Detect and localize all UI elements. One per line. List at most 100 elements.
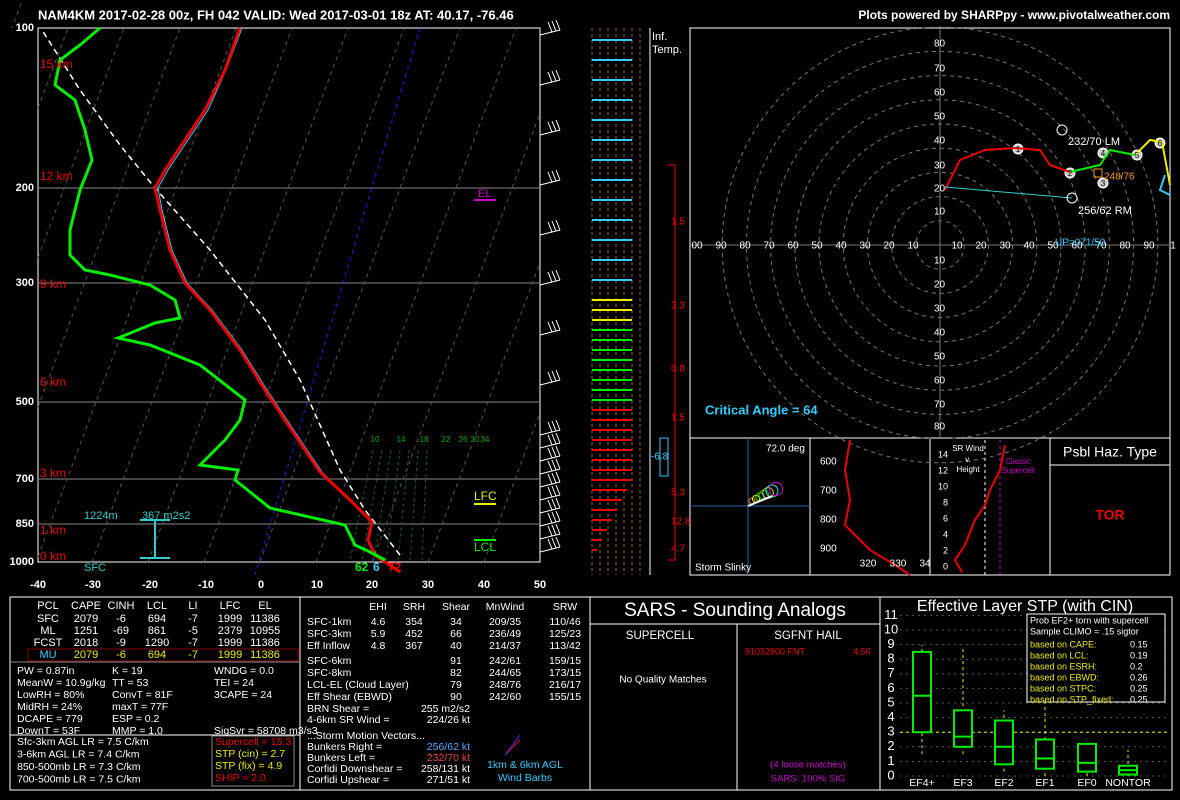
wind-barb bbox=[547, 512, 553, 524]
inferred-trace bbox=[668, 164, 676, 561]
wind-barb bbox=[551, 472, 557, 484]
label: 2 bbox=[1068, 169, 1073, 178]
label: 11 bbox=[884, 607, 898, 622]
label: 0 bbox=[258, 579, 264, 591]
label: 10955 bbox=[250, 625, 281, 637]
label: LowRH = 80% bbox=[17, 689, 84, 701]
label: 320 bbox=[860, 559, 877, 570]
label: PW = 0.87in bbox=[17, 665, 75, 677]
label: 0 bbox=[943, 561, 948, 571]
label: LI bbox=[188, 600, 197, 612]
label: TEI = 24 bbox=[214, 677, 254, 689]
wind-barb bbox=[547, 525, 553, 537]
label: 82 bbox=[450, 667, 462, 679]
label: 30 bbox=[471, 435, 480, 444]
label: SGFNT HAIL bbox=[774, 630, 842, 642]
isotherm bbox=[37, 27, 125, 258]
label: 70 bbox=[763, 241, 775, 252]
label: 50 bbox=[534, 579, 546, 591]
wind-barb bbox=[555, 19, 561, 31]
label: 6 bbox=[943, 513, 948, 523]
wind-barb bbox=[547, 171, 553, 183]
wind-barb bbox=[555, 484, 561, 496]
label: 6 bbox=[373, 560, 380, 574]
label: Critical Angle = 64 bbox=[705, 402, 818, 417]
label: 8 bbox=[887, 651, 894, 666]
label: 1999 bbox=[218, 637, 242, 649]
wind-barb bbox=[547, 371, 553, 383]
rm-marker bbox=[1066, 192, 1078, 204]
label: (4 loose matches) bbox=[770, 760, 846, 771]
label: 91 bbox=[450, 655, 462, 667]
label: 2 bbox=[943, 545, 948, 555]
label: 40 bbox=[835, 241, 847, 252]
sr-trace bbox=[953, 444, 1006, 573]
label: 9 km bbox=[40, 277, 66, 291]
wind-barb bbox=[547, 538, 553, 550]
label: MnWind bbox=[486, 601, 525, 613]
wind-barb bbox=[539, 179, 561, 186]
label: SARS - Sounding Analogs bbox=[624, 600, 846, 621]
label: -9 bbox=[116, 637, 126, 649]
wind-barb bbox=[555, 369, 561, 381]
wind-barb bbox=[539, 379, 561, 386]
label: 12 km bbox=[40, 169, 73, 183]
isotherm bbox=[37, 27, 237, 557]
inflow-vector bbox=[944, 186, 1073, 199]
label: 1 bbox=[1016, 145, 1021, 154]
label: SigSvr = 58708 m3/s3 bbox=[214, 725, 318, 737]
label: LFC bbox=[474, 489, 497, 503]
label: 232/70 kt bbox=[427, 752, 470, 764]
wind-barb bbox=[555, 119, 561, 131]
label: 232/70 LM bbox=[1068, 136, 1120, 148]
label: based on CAPE: bbox=[1030, 639, 1097, 649]
label: 1km & 6km AGL bbox=[487, 759, 563, 771]
legend-barb bbox=[504, 734, 521, 756]
label: 5 bbox=[887, 694, 894, 709]
legend-barb bbox=[504, 739, 521, 756]
isotherm bbox=[147, 27, 349, 563]
label: 248/76 bbox=[1104, 172, 1135, 183]
label: 40 bbox=[450, 640, 462, 652]
label: 79 bbox=[450, 679, 462, 691]
label: 11386 bbox=[250, 649, 280, 661]
label: 70 bbox=[934, 64, 946, 75]
label: 900 bbox=[820, 544, 837, 555]
label: 0.19 bbox=[1130, 650, 1148, 660]
label: 40 bbox=[1023, 241, 1035, 252]
label: SUPERCELL bbox=[626, 630, 695, 642]
label: 40 bbox=[934, 328, 946, 339]
label: Prob EF2+ torn with supercell bbox=[1030, 615, 1148, 625]
label: based on STPC: bbox=[1030, 683, 1096, 693]
label: WNDG = 0.0 bbox=[214, 665, 274, 677]
label: 70 bbox=[934, 400, 946, 411]
wind-barb bbox=[555, 458, 561, 470]
wind-speed-line bbox=[373, 449, 392, 561]
mean-wind-marker bbox=[1093, 168, 1103, 178]
label: EF4+ bbox=[909, 777, 934, 789]
label: 72.0 deg bbox=[766, 444, 805, 455]
label: 3-6km AGL LR = 7.4 C/km bbox=[17, 748, 140, 760]
label: -40 bbox=[30, 579, 46, 591]
stp-box bbox=[994, 719, 1014, 766]
label: 4 bbox=[887, 709, 894, 724]
label: TOR bbox=[1095, 507, 1124, 523]
label: Eff Shear (EBWD) bbox=[307, 691, 392, 703]
wind-barb bbox=[551, 498, 557, 510]
label: 9 bbox=[887, 636, 894, 651]
wind-barb bbox=[547, 499, 553, 511]
label: EF1 bbox=[1035, 777, 1054, 789]
label: 100 bbox=[16, 22, 34, 34]
isotherm bbox=[427, 262, 541, 563]
label: 10 bbox=[951, 241, 963, 252]
isotherm bbox=[37, 27, 69, 109]
label: 256/62 kt bbox=[427, 741, 470, 753]
wind-barb bbox=[551, 120, 557, 132]
label: 113/42 bbox=[549, 640, 580, 652]
label: 3 bbox=[1101, 179, 1106, 188]
label: -10 bbox=[198, 579, 214, 591]
label: 3 bbox=[887, 724, 894, 739]
label: 15 km bbox=[40, 57, 73, 71]
label: 10 bbox=[371, 435, 380, 444]
